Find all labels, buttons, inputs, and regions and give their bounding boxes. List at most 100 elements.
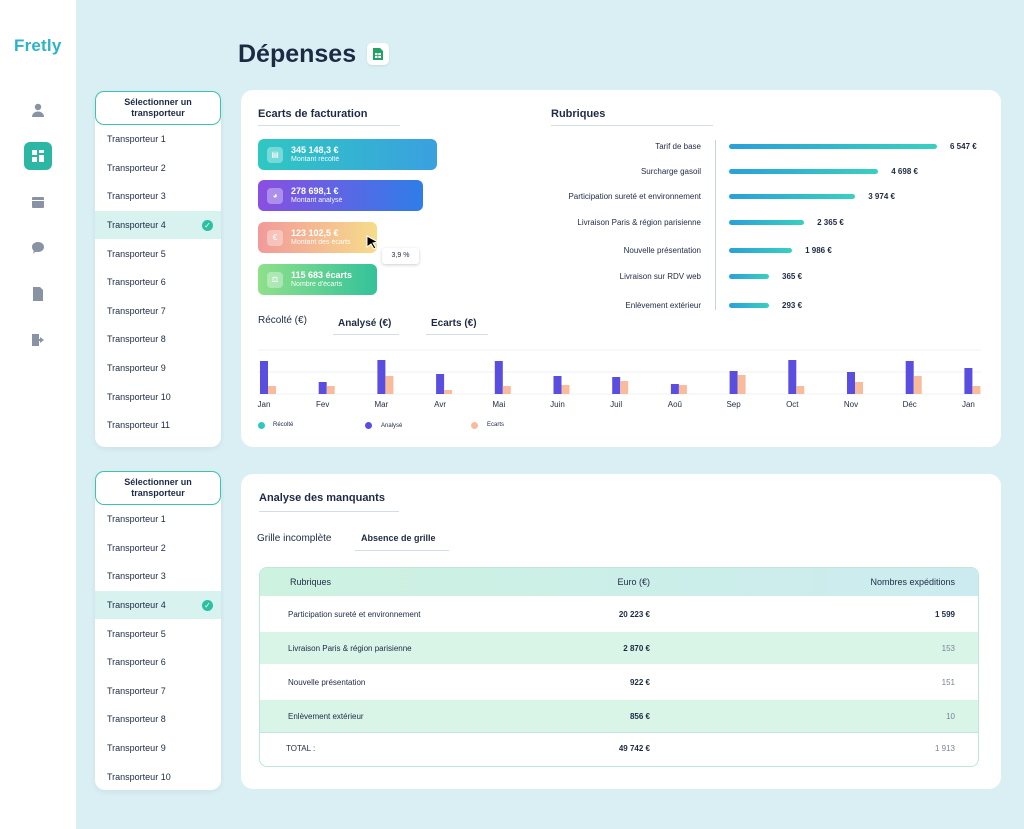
- cell-euro: 20 223 €: [618, 609, 650, 619]
- table-row: Enlèvement extérieur 856 € 10: [260, 700, 978, 732]
- transporter-label: Transporteur 11: [107, 420, 171, 431]
- bar-analyse: [905, 361, 914, 394]
- bar-ecarts: [972, 386, 981, 394]
- month-label: Jan: [961, 400, 975, 409]
- cell-euro: 2 870 €: [623, 643, 650, 653]
- tab-ecarts[interactable]: Ecarts (€): [431, 318, 477, 329]
- bar-analyse: [553, 376, 562, 394]
- transporter-item[interactable]: Transporteur 7: [95, 677, 221, 706]
- kpi-value: 278 698,1 €: [291, 186, 339, 196]
- check-icon: ✓: [202, 219, 213, 231]
- cell-rubrique: TOTAL :: [286, 744, 316, 753]
- transporter-selector-header[interactable]: Sélectionner un transporteur: [95, 471, 221, 505]
- tab-absence-de-grille[interactable]: Absence de grille: [361, 533, 436, 543]
- month-label: Mai: [492, 400, 506, 409]
- cell-expeditions: 151: [941, 677, 955, 687]
- bar-analyse: [260, 361, 268, 394]
- transporter-item[interactable]: Transporteur 8: [95, 325, 221, 354]
- kpi-nombre-ecarts: ⚖ 115 683 écarts Nombre d'écarts: [258, 264, 377, 295]
- month-label: Fev: [316, 400, 330, 409]
- spreadsheet-export-icon[interactable]: [367, 43, 389, 65]
- bar-ecarts: [678, 385, 687, 394]
- app-logo: Fretly: [14, 36, 62, 55]
- transporter-item[interactable]: Transporteur 2: [95, 534, 221, 563]
- transporter-item[interactable]: Transporteur 5: [95, 239, 221, 268]
- bar-ecarts: [737, 375, 746, 394]
- document-icon[interactable]: [24, 280, 52, 308]
- kpi-montant-analyse: ◕ 278 698,1 € Montant analysé: [258, 180, 423, 211]
- transporter-label: Transporteur 5: [107, 628, 166, 639]
- transporter-label: Transporteur 4: [107, 600, 166, 611]
- transporter-item[interactable]: Transporteur 9: [95, 734, 221, 763]
- tab-recolte[interactable]: Récolté (€): [258, 315, 307, 326]
- cell-euro: 49 742 €: [618, 744, 650, 753]
- dashboard-icon[interactable]: [24, 142, 52, 170]
- transporter-item[interactable]: Transporteur 10: [95, 762, 221, 791]
- rubrique-label: Enlèvement extérieur: [625, 301, 701, 310]
- table-row: TOTAL : 49 742 € 1 913: [260, 732, 978, 764]
- transporter-selector-header[interactable]: Sélectionner un transporteur: [95, 91, 221, 125]
- transporter-item[interactable]: Transporteur 11: [95, 411, 221, 440]
- transporter-item[interactable]: Transporteur 9: [95, 354, 221, 383]
- rubrique-label: Surcharge gasoil: [640, 167, 701, 176]
- database-icon: ▤: [267, 146, 283, 163]
- calendar-icon[interactable]: [24, 188, 52, 216]
- cell-rubrique: Nouvelle présentation: [288, 677, 366, 687]
- table-header: Rubriques Euro (€) Nombres expéditions: [260, 568, 978, 596]
- user-icon[interactable]: [24, 96, 52, 124]
- transporter-item[interactable]: Transporteur 1: [95, 505, 221, 534]
- transporter-item[interactable]: Transporteur 4 ✓: [95, 590, 221, 620]
- transporter-item[interactable]: Transporteur 1: [95, 125, 221, 154]
- month-label: Juin: [550, 400, 565, 409]
- bar-analyse: [670, 384, 679, 394]
- cell-rubrique: Participation sureté et environnement: [288, 609, 421, 619]
- transporter-item[interactable]: Transporteur 3: [95, 182, 221, 211]
- chat-icon[interactable]: [24, 234, 52, 262]
- rubrique-value: 6 547 €: [950, 142, 977, 151]
- rubrique-bar: [729, 248, 793, 253]
- balance-icon: ⚖: [267, 271, 283, 288]
- transporter-item[interactable]: Transporteur 2: [95, 154, 221, 183]
- legend-recolte: Récolté: [273, 422, 294, 428]
- legend-dot-analyse: [365, 422, 372, 429]
- rubrique-bar: [729, 169, 879, 174]
- bar-analyse: [436, 374, 445, 394]
- transporter-item[interactable]: Transporteur 4 ✓: [95, 210, 221, 240]
- cell-euro: 922 €: [629, 677, 650, 687]
- bar-analyse: [612, 377, 621, 394]
- cell-expeditions: 10: [946, 711, 955, 721]
- logout-icon[interactable]: [24, 326, 52, 354]
- transporter-label: Transporteur 1: [107, 514, 166, 525]
- cell-expeditions: 1 913: [934, 744, 955, 753]
- tab-grille-incomplete[interactable]: Grille incomplète: [257, 533, 332, 544]
- transporter-item[interactable]: Transporteur 5: [95, 619, 221, 648]
- kpi-montant-ecarts[interactable]: € 123 102,5 € Montant des écarts: [258, 222, 377, 253]
- transporter-label: Transporteur 3: [107, 571, 166, 582]
- transporter-item[interactable]: Transporteur 10: [95, 382, 221, 411]
- kpi-label: Nombre d'écarts: [291, 281, 343, 288]
- ecarts-percent-tooltip: 3,9 %: [382, 248, 419, 264]
- transporter-item[interactable]: Transporteur 3: [95, 562, 221, 591]
- bar-analyse: [377, 360, 386, 394]
- kpi-value: 123 102,5 €: [291, 228, 339, 238]
- transporter-label: Transporteur 4: [107, 220, 166, 231]
- transporter-label: Transporteur 9: [107, 363, 166, 374]
- rubrique-label: Livraison Paris & région parisienne: [577, 218, 701, 227]
- kpi-label: Montant analysé: [291, 197, 343, 204]
- check-icon: ✓: [202, 599, 213, 611]
- transporter-item[interactable]: Transporteur 6: [95, 268, 221, 297]
- rubrique-bar: [729, 144, 937, 149]
- tab-analyse[interactable]: Analysé (€): [338, 318, 392, 329]
- table-row: Nouvelle présentation 922 € 151: [260, 664, 978, 700]
- legend-dot-ecarts: [471, 422, 478, 429]
- cell-expeditions: 1 599: [934, 609, 955, 619]
- rubrique-label: Livraison sur RDV web: [619, 272, 701, 281]
- transporter-item[interactable]: Transporteur 8: [95, 705, 221, 734]
- sidebar: Fretly: [0, 0, 76, 829]
- transporter-item[interactable]: Transporteur 7: [95, 297, 221, 326]
- transporter-selector-top: Sélectionner un transporteur Transporteu…: [95, 91, 221, 447]
- coin-icon: €: [267, 229, 283, 246]
- transporter-item[interactable]: Transporteur 6: [95, 648, 221, 677]
- rubrique-bar: [729, 220, 805, 225]
- bar-ecarts: [913, 376, 922, 394]
